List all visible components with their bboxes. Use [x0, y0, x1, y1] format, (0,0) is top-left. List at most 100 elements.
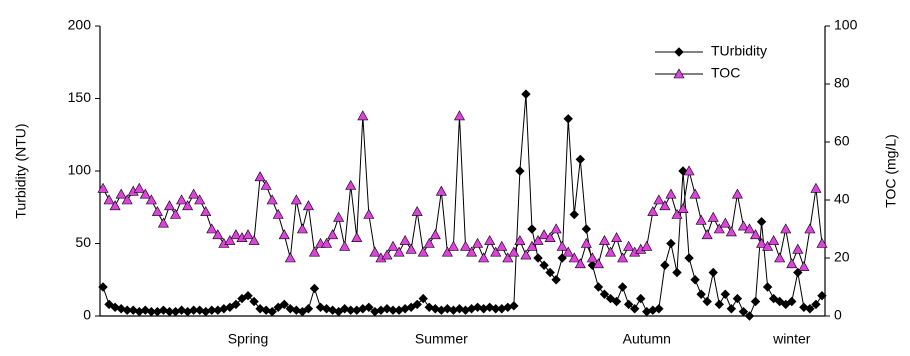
data-point [659, 200, 671, 211]
data-point [194, 194, 206, 205]
data-point [430, 304, 441, 314]
data-point [496, 240, 508, 251]
data-point [732, 293, 743, 304]
legend-label: TUrbidity [711, 43, 767, 59]
data-point [453, 110, 465, 121]
data-point [673, 68, 685, 79]
data-point [98, 282, 108, 292]
data-point [121, 194, 133, 205]
data-point [532, 234, 544, 245]
data-point [690, 275, 700, 285]
data-point [357, 110, 369, 121]
data-point [568, 252, 580, 263]
y2-tick-label: 100 [834, 17, 858, 33]
data-point [707, 211, 719, 222]
data-point [641, 240, 653, 251]
data-point [725, 226, 737, 237]
data-point [726, 304, 737, 314]
data-point [617, 252, 629, 263]
data-point [581, 224, 592, 234]
data-point [405, 243, 417, 254]
data-point [388, 305, 398, 315]
data-point [708, 267, 718, 278]
data-point [260, 179, 272, 190]
data-point [674, 47, 684, 57]
data-point [484, 234, 496, 245]
y2-tick-label: 20 [834, 249, 850, 265]
data-point [339, 304, 350, 314]
data-point [611, 296, 622, 307]
data-point [786, 258, 798, 269]
data-point [158, 305, 169, 315]
data-point [303, 304, 314, 314]
data-point [623, 299, 634, 310]
y-tick-label: 50 [75, 234, 91, 250]
data-point [684, 253, 694, 263]
data-point [466, 246, 478, 257]
data-point [514, 234, 526, 245]
data-point [569, 209, 579, 220]
data-point [689, 188, 701, 199]
data-point [720, 289, 731, 299]
data-point [557, 253, 567, 263]
data-point [478, 252, 490, 263]
data-point [539, 260, 549, 270]
data-point [346, 305, 356, 315]
data-point [586, 252, 598, 263]
data-point [731, 188, 743, 199]
data-point [665, 188, 677, 199]
data-point [447, 240, 459, 251]
data-point [284, 252, 296, 263]
data-point [762, 282, 773, 292]
y-axis-title: Turbidity (NTU) [13, 123, 29, 218]
data-point [242, 229, 254, 240]
data-point [321, 304, 332, 314]
data-point [267, 306, 277, 317]
data-point [139, 188, 151, 199]
data-point [502, 252, 514, 263]
data-point [315, 302, 326, 313]
data-point [556, 240, 568, 251]
data-point [381, 249, 393, 260]
data-point [460, 240, 472, 251]
data-point [103, 194, 115, 205]
data-point [551, 275, 561, 285]
data-point [393, 246, 405, 257]
data-point [545, 267, 555, 278]
y-tick-label: 150 [68, 89, 92, 105]
data-point [611, 232, 623, 242]
data-point [520, 249, 532, 260]
y2-tick-label: 80 [834, 75, 850, 91]
data-point [170, 208, 182, 219]
data-point [593, 282, 604, 292]
data-point [605, 293, 616, 304]
data-point [774, 296, 785, 307]
data-point [780, 223, 792, 234]
data-point [412, 299, 422, 310]
data-point [768, 234, 780, 245]
data-point [423, 237, 435, 248]
legend-label: TOC [711, 65, 740, 81]
data-point [719, 217, 731, 228]
data-point [575, 154, 586, 165]
data-point [104, 299, 114, 310]
data-point [533, 253, 543, 263]
data-point [598, 234, 610, 245]
data-point [508, 246, 520, 257]
data-point [399, 234, 411, 245]
x-tick-label: Summer [415, 331, 468, 347]
data-point [636, 293, 646, 304]
data-point [441, 246, 453, 257]
data-point [285, 304, 296, 314]
data-point [261, 305, 271, 315]
y-tick-label: 200 [68, 17, 92, 33]
data-point [526, 240, 538, 251]
data-point [273, 302, 283, 313]
data-point [182, 200, 194, 211]
data-point [230, 229, 242, 240]
data-point [309, 283, 320, 294]
data-point [702, 296, 712, 307]
series-line [102, 115, 823, 267]
